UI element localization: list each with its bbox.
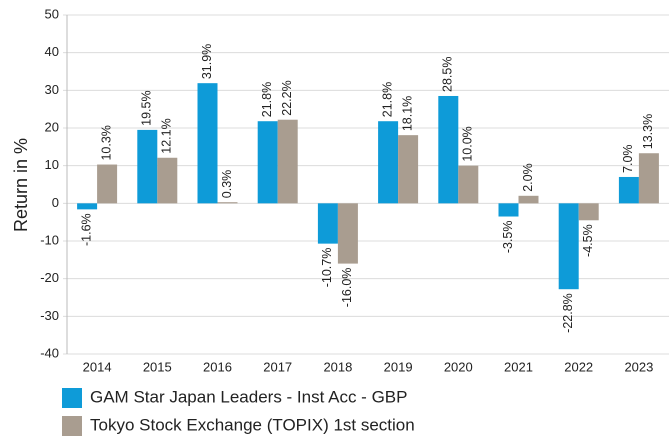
y-tick-label: 30 [45,82,59,97]
value-label: 10.3% [99,125,113,160]
value-label: 21.8% [260,82,274,117]
y-tick-label: 10 [45,157,59,172]
bar [277,119,298,204]
bar [378,121,399,204]
value-label: 0.3% [220,170,234,199]
value-label: -10.7% [320,248,334,288]
value-label: 18.1% [400,96,414,131]
y-tick-label: 40 [45,44,59,59]
x-tick-label: 2023 [624,359,653,374]
bar [638,153,659,204]
bar [618,176,639,204]
value-label: 28.5% [441,57,455,92]
value-label: -22.8% [561,293,575,333]
bar [578,203,599,221]
y-tick-label: 20 [45,119,59,134]
x-tick-label: 2022 [564,359,593,374]
y-tick-label: -40 [40,345,59,360]
value-label: 7.0% [621,144,635,173]
value-label: 19.5% [140,90,154,125]
y-tick-label: 0 [52,195,59,210]
y-tick-label: 50 [45,6,59,21]
x-tick-label: 2019 [384,359,413,374]
value-label: 12.1% [160,118,174,153]
x-tick-label: 2016 [203,359,232,374]
bar [518,195,539,204]
legend-label: Tokyo Stock Exchange (TOPIX) 1st section [90,415,415,434]
bar [317,203,338,244]
value-label: 2.0% [521,163,535,192]
x-tick-label: 2018 [323,359,352,374]
x-tick-label: 2015 [143,359,172,374]
bar [498,203,519,217]
legend-swatch [62,388,82,408]
bar [398,135,419,204]
x-tick-label: 2017 [263,359,292,374]
legend-label: GAM Star Japan Leaders - Inst Acc - GBP [90,387,407,406]
legend-swatch [62,416,82,436]
y-tick-label: -20 [40,270,59,285]
value-label: -16.0% [340,268,354,308]
y-tick-label: -10 [40,232,59,247]
bar [97,164,118,204]
bar [458,165,479,204]
value-label: -3.5% [501,221,515,254]
bar [197,83,218,204]
value-label: 22.2% [280,80,294,115]
x-tick-label: 2021 [504,359,533,374]
bar [137,129,158,204]
value-label: -4.5% [581,224,595,257]
y-axis-label: Return in % [11,138,31,232]
y-tick-label: -30 [40,308,59,323]
bar [77,203,98,210]
value-label: -1.6% [79,213,93,246]
value-label: 21.8% [380,82,394,117]
value-label: 31.9% [200,44,214,79]
value-label: 10.0% [461,126,475,161]
bar [217,202,238,204]
bar [257,121,278,204]
value-label: 13.3% [641,114,655,149]
x-tick-label: 2020 [444,359,473,374]
bar [438,95,459,204]
bar [337,203,358,264]
bar [558,203,579,290]
bar [157,157,178,204]
x-tick-label: 2014 [83,359,112,374]
